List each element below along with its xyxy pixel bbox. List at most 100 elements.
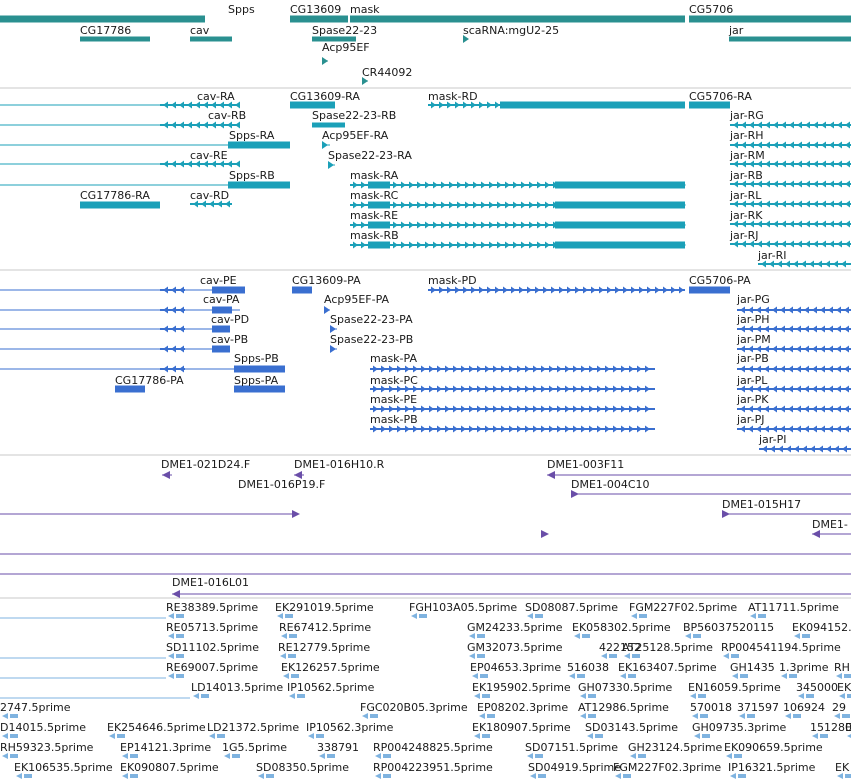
gene-cr44092[interactable]: CR44092	[362, 66, 412, 85]
gene-spase22-23[interactable]: Spase22-23	[312, 24, 377, 42]
gene-cg5706[interactable]: CG5706	[689, 3, 851, 23]
protein-jar-pg[interactable]: jar-PG	[736, 293, 851, 314]
protein-cav-pe[interactable]: cav-PE	[0, 274, 245, 294]
est-ek163407-5prime[interactable]: EK163407.5prime	[618, 661, 717, 679]
transcript-cg13609-ra[interactable]: CG13609-RA	[290, 90, 360, 109]
transcript-cav-rb[interactable]: cav-RB	[0, 109, 246, 129]
est-fgc020b05-3prime[interactable]: FGC020B05.3prime	[360, 701, 468, 719]
est-re12779-5prime[interactable]: RE12779.5prime	[278, 641, 370, 659]
protein-jar-pj[interactable]: jar-PJ	[736, 413, 851, 433]
est-345000[interactable]: 345000	[796, 681, 838, 699]
transcript-cg17786-ra[interactable]: CG17786-RA	[80, 189, 160, 209]
protein-mask-pb[interactable]: mask-PB	[370, 413, 655, 433]
transcript-jar-rb[interactable]: jar-RB	[729, 169, 851, 188]
transcript-jar-rl[interactable]: jar-RL	[729, 189, 851, 208]
gene-cg17786[interactable]: CG17786	[80, 24, 150, 42]
est-re38389-5prime[interactable]: RE38389.5prime	[166, 601, 258, 619]
est-d14015-5prime[interactable]: D14015.5prime	[0, 721, 86, 739]
transcript-spase22-23-ra[interactable]: Spase22-23-RA	[328, 149, 412, 169]
est-422152[interactable]: 422152	[599, 641, 641, 659]
protein-mask-pa[interactable]: mask-PA	[370, 352, 655, 373]
est-570018[interactable]: 570018	[690, 701, 732, 719]
gene-cg13609[interactable]: CG13609	[290, 3, 348, 23]
est-371597[interactable]: 371597	[737, 701, 779, 719]
clone-dme1-016h10-r[interactable]: DME1-016H10.R	[294, 458, 385, 479]
est-516038[interactable]: 516038	[567, 661, 609, 679]
protein-mask-pe[interactable]: mask-PE	[370, 393, 655, 413]
est-sd04919-5prime[interactable]: SD04919.5prime	[528, 761, 621, 779]
transcript-mask-rd[interactable]: mask-RD	[428, 90, 685, 109]
est-bp56037520115[interactable]: BP56037520115	[683, 621, 774, 639]
est-29[interactable]: 29	[832, 701, 850, 719]
est-en16059-5prime[interactable]: EN16059.5prime	[688, 681, 781, 699]
est-ek[interactable]: EK	[837, 681, 851, 699]
est-151280[interactable]: 151280	[810, 721, 851, 739]
est-gh23124-5prime[interactable]: GH23124.5prime	[628, 741, 723, 759]
est-338791[interactable]: 338791	[317, 741, 359, 759]
transcript-spps-ra[interactable]: Spps-RA	[0, 129, 290, 149]
est-rh[interactable]: RH	[834, 661, 851, 679]
est-ld21372-5prime[interactable]: LD21372.5prime	[207, 721, 299, 739]
est-fgm227f02-3prime[interactable]: FGM227F02.3prime	[613, 761, 721, 779]
transcript-mask-re[interactable]: mask-RE	[350, 209, 686, 229]
est-ld14013-5prime[interactable]: LD14013.5prime	[191, 681, 283, 699]
est-rp004248825-5prime[interactable]: RP004248825.5prime	[373, 741, 493, 759]
est-gm24233-5prime[interactable]: GM24233.5prime	[467, 621, 563, 639]
est-rh59323-5prime[interactable]: RH59323.5prime	[0, 741, 94, 759]
transcript-cg5706-ra[interactable]: CG5706-RA	[689, 90, 752, 109]
protein-cg13609-pa[interactable]: CG13609-PA	[292, 274, 361, 294]
est-ip16321-5prime[interactable]: IP16321.5prime	[728, 761, 816, 779]
est-2747-5prime[interactable]: 2747.5prime	[0, 701, 71, 719]
transcript-jar-ri[interactable]: jar-RI	[757, 249, 851, 268]
est-ek195902-5prime[interactable]: EK195902.5prime	[472, 681, 571, 699]
protein-jar-pl[interactable]: jar-PL	[736, 374, 851, 393]
protein-jar-pm[interactable]: jar-PM	[736, 333, 851, 353]
gene-jar[interactable]: jar	[728, 24, 851, 42]
transcript-spase22-23-rb[interactable]: Spase22-23-RB	[312, 109, 396, 128]
est-sd08087-5prime[interactable]: SD08087.5prime	[525, 601, 618, 619]
transcript-jar-rk[interactable]: jar-RK	[729, 209, 851, 228]
est-e[interactable]: E	[845, 721, 851, 739]
transcript-cav-ra[interactable]: cav-RA	[0, 90, 240, 109]
est-re05713-5prime[interactable]: RE05713.5prime	[166, 621, 258, 639]
clone-dme1-004c10[interactable]: DME1-004C10	[571, 478, 851, 498]
est-re67412-5prime[interactable]: RE67412.5prime	[279, 621, 371, 639]
transcript-cav-re[interactable]: cav-RE	[0, 149, 240, 168]
clone-dme1-016p19-f[interactable]: DME1-016P19.F	[0, 478, 325, 518]
est-ek058302-5prime[interactable]: EK058302.5prime	[572, 621, 671, 639]
gene-cav[interactable]: cav	[190, 24, 232, 42]
est-ek254646-5prime[interactable]: EK254646.5prime	[107, 721, 206, 739]
transcript-spps-rb[interactable]: Spps-RB	[0, 169, 290, 189]
protein-spase22-23-pb[interactable]: Spase22-23-PB	[330, 333, 413, 353]
est-ip10562-5prime[interactable]: IP10562.5prime	[287, 681, 375, 699]
est-ep14121-3prime[interactable]: EP14121.3prime	[120, 741, 211, 759]
protein-cg17786-pa[interactable]: CG17786-PA	[115, 374, 184, 393]
protein-cg5706-pa[interactable]: CG5706-PA	[689, 274, 751, 294]
est-ek090807-5prime[interactable]: EK090807.5prime	[120, 761, 219, 779]
est-gh09735-3prime[interactable]: GH09735.3prime	[692, 721, 787, 739]
transcript-mask-rb[interactable]: mask-RB	[350, 229, 686, 249]
protein-jar-pi[interactable]: jar-PI	[758, 433, 851, 453]
protein-spase22-23-pa[interactable]: Spase22-23-PA	[330, 313, 413, 333]
protein-spps-pa[interactable]: Spps-PA	[234, 374, 285, 393]
transcript-mask-rc[interactable]: mask-RC	[350, 189, 686, 209]
protein-jar-pb[interactable]: jar-PB	[736, 352, 851, 373]
est-106924[interactable]: 106924	[783, 701, 825, 719]
est-fgm227f02-5prime[interactable]: FGM227F02.5prime	[629, 601, 737, 619]
gene-mask[interactable]: mask	[350, 3, 685, 23]
transcript-jar-rm[interactable]: jar-RM	[729, 149, 851, 168]
gene-acp95ef[interactable]: Acp95EF	[322, 41, 370, 65]
clone-dme1[interactable]: DME1-	[812, 518, 851, 538]
est-ek090659-5prime[interactable]: EK090659.5prime	[724, 741, 823, 759]
est-re69007-5prime[interactable]: RE69007.5prime	[166, 661, 258, 679]
est-ek[interactable]: EK	[835, 761, 851, 779]
est-ek291019-5prime[interactable]: EK291019.5prime	[275, 601, 374, 619]
est-sd03143-5prime[interactable]: SD03143.5prime	[585, 721, 678, 739]
est-ip10562-3prime[interactable]: IP10562.3prime	[306, 721, 394, 739]
gene-spps[interactable]: Spps	[0, 3, 255, 23]
protein-cav-pb[interactable]: cav-PB	[0, 333, 248, 353]
est-ek106535-5prime[interactable]: EK106535.5prime	[14, 761, 113, 779]
est-ek126257-5prime[interactable]: EK126257.5prime	[281, 661, 380, 679]
transcript-jar-rj[interactable]: jar-RJ	[729, 229, 851, 248]
est-gm32073-5prime[interactable]: GM32073.5prime	[467, 641, 563, 659]
